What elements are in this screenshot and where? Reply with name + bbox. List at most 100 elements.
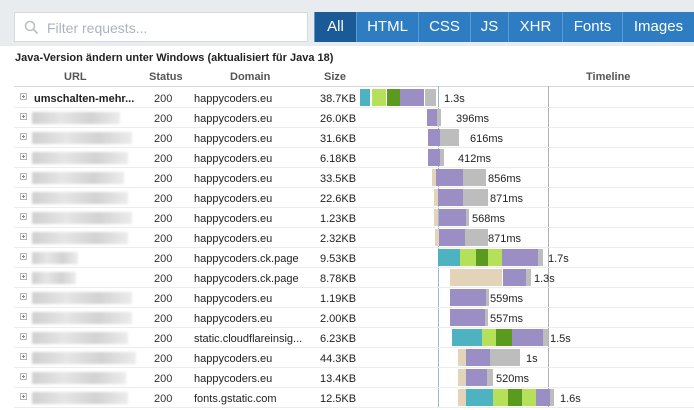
size-text: 13.4KB: [320, 373, 357, 385]
table-row[interactable]: 200 fonts.gstatic.com 12.5KB 1.6s: [14, 388, 694, 408]
request-duration: 568ms: [472, 213, 506, 225]
request-duration: 1.5s: [550, 333, 571, 345]
waterfall-bar: 557ms: [358, 308, 694, 328]
timing-segment-blocked: [425, 89, 436, 106]
timing-segment-blocked: [466, 209, 469, 226]
expand-icon[interactable]: [20, 333, 27, 340]
timing-segment-receive: [512, 329, 543, 346]
domain-text: happycoders.eu: [194, 153, 273, 165]
timing-segment-dns: [458, 349, 466, 366]
toolbar: All HTML CSS JS XHR Fonts Images: [0, 0, 694, 46]
url-redacted: [32, 292, 132, 304]
waterfall-bar: 559ms: [358, 288, 694, 308]
timing-segment-receive: [438, 189, 463, 206]
expand-icon[interactable]: [20, 173, 27, 180]
request-duration: 871ms: [490, 193, 524, 205]
table-row[interactable]: umschalten-mehr... 200 happycoders.eu 38.7K…: [14, 88, 694, 108]
table-row[interactable]: 200 happycoders.ck.page 8.78KB 1.3s: [14, 268, 694, 288]
size-text: 6.18KB: [320, 153, 357, 165]
search-icon: [24, 20, 39, 35]
filter-box: [14, 12, 308, 42]
column-status[interactable]: Status: [149, 71, 183, 83]
timing-segment-receive: [466, 369, 487, 386]
request-duration: 1s: [526, 353, 538, 365]
domain-text: fonts.gstatic.com: [194, 393, 277, 405]
expand-icon[interactable]: [20, 353, 27, 360]
table-row[interactable]: 200 happycoders.eu 26.0KB 396ms: [14, 108, 694, 128]
waterfall-bar: 871ms: [358, 228, 694, 248]
expand-icon[interactable]: [20, 393, 27, 400]
timing-segment-dark_green: [476, 249, 488, 266]
url-redacted: [32, 172, 124, 184]
row-divider: [14, 107, 694, 108]
tab-html[interactable]: HTML: [356, 12, 418, 42]
request-duration: 412ms: [458, 153, 492, 165]
status-code: 200: [154, 133, 173, 145]
timing-segment-dark_green: [496, 329, 512, 346]
timing-segment-receive: [427, 109, 437, 126]
waterfall-bar: 520ms: [358, 368, 694, 388]
tab-js[interactable]: JS: [470, 12, 508, 42]
expand-icon[interactable]: [20, 213, 27, 220]
table-row[interactable]: 200 happycoders.ck.page 9.53KB 1.7s: [14, 248, 694, 268]
timing-segment-blocked: [538, 249, 543, 266]
table-row[interactable]: 200 happycoders.eu 2.00KB 557ms: [14, 308, 694, 328]
row-divider: [14, 267, 694, 268]
tab-fonts[interactable]: Fonts: [562, 12, 622, 42]
timing-segment-receive: [466, 349, 490, 366]
timing-segment-blocked: [543, 329, 548, 346]
expand-icon[interactable]: [20, 93, 27, 100]
timing-segment-receive: [450, 309, 485, 326]
table-row[interactable]: 200 happycoders.eu 1.23KB 568ms: [14, 208, 694, 228]
timing-segment-wait: [466, 389, 493, 406]
table-row[interactable]: 200 happycoders.eu 1.19KB 559ms: [14, 288, 694, 308]
expand-icon[interactable]: [20, 313, 27, 320]
timing-segment-blocked: [440, 129, 459, 146]
column-url[interactable]: URL: [64, 71, 87, 83]
row-divider: [14, 147, 694, 148]
expand-icon[interactable]: [20, 253, 27, 260]
request-duration: 856ms: [488, 173, 522, 185]
filter-input[interactable]: [45, 17, 299, 39]
timing-segment-blocked: [463, 189, 488, 206]
table-row[interactable]: 200 happycoders.eu 31.6KB 616ms: [14, 128, 694, 148]
expand-icon[interactable]: [20, 233, 27, 240]
tab-images[interactable]: Images: [622, 12, 694, 42]
timing-segment-blocked: [550, 389, 554, 406]
table-row[interactable]: 200 happycoders.eu 44.3KB 1s: [14, 348, 694, 368]
table-row[interactable]: 200 happycoders.eu 33.5KB 856ms: [14, 168, 694, 188]
expand-icon[interactable]: [20, 273, 27, 280]
table-row[interactable]: 200 happycoders.eu 13.4KB 520ms: [14, 368, 694, 388]
column-size[interactable]: Size: [324, 71, 347, 83]
timing-segment-wait: [452, 329, 482, 346]
request-duration: 557ms: [490, 313, 524, 325]
waterfall-bar: 412ms: [358, 148, 694, 168]
expand-icon[interactable]: [20, 373, 27, 380]
domain-text: happycoders.eu: [194, 373, 273, 385]
expand-icon[interactable]: [20, 113, 27, 120]
table-row[interactable]: 200 happycoders.eu 22.6KB 871ms: [14, 188, 694, 208]
timing-segment-dns: [458, 389, 466, 406]
column-domain[interactable]: Domain: [230, 71, 271, 83]
timing-segment-wait: [360, 89, 370, 106]
timing-segment-send: [482, 329, 496, 346]
table-row[interactable]: 200 happycoders.eu 2.32KB 871ms: [14, 228, 694, 248]
domain-text: happycoders.eu: [194, 173, 273, 185]
tab-css[interactable]: CSS: [418, 12, 470, 42]
table-row[interactable]: 200 static.cloudflareinsig... 6.23KB 1.5s: [14, 328, 694, 348]
timing-segment-send: [488, 249, 502, 266]
timing-segment-blocked: [465, 229, 488, 246]
status-code: 200: [154, 153, 173, 165]
expand-icon[interactable]: [20, 293, 27, 300]
row-divider: [14, 347, 694, 348]
tab-xhr[interactable]: XHR: [508, 12, 562, 42]
tab-all[interactable]: All: [314, 12, 356, 42]
timing-segment-blocked: [463, 169, 486, 186]
expand-icon[interactable]: [20, 133, 27, 140]
expand-icon[interactable]: [20, 193, 27, 200]
row-divider: [14, 287, 694, 288]
column-timeline[interactable]: Timeline: [586, 71, 631, 83]
url-redacted: [32, 312, 132, 324]
table-row[interactable]: 200 happycoders.eu 6.18KB 412ms: [14, 148, 694, 168]
expand-icon[interactable]: [20, 153, 27, 160]
